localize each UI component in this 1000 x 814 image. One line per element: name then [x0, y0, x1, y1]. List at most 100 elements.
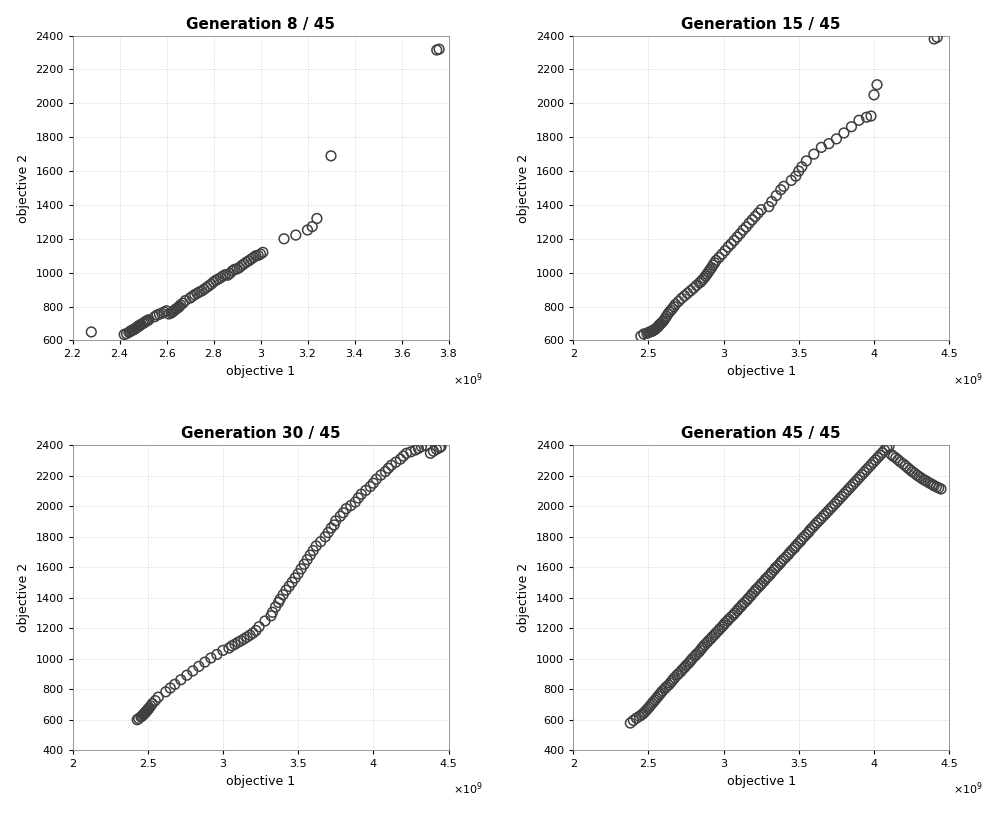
- Point: [674, 663, 690, 676]
- Point: [305, 544, 321, 557]
- Point: [179, 668, 195, 681]
- Point: [138, 705, 154, 718]
- Point: [670, 667, 686, 681]
- Point: [711, 251, 727, 264]
- Point: [139, 314, 155, 327]
- Point: [287, 571, 303, 584]
- Point: [689, 279, 705, 292]
- Point: [741, 217, 757, 230]
- Point: [636, 327, 652, 340]
- Y-axis label: objective 2: objective 2: [517, 154, 530, 222]
- Point: [872, 449, 888, 462]
- Point: [127, 322, 143, 335]
- Point: [716, 619, 732, 632]
- Point: [726, 234, 742, 247]
- Point: [633, 330, 649, 343]
- Point: [296, 558, 312, 571]
- Point: [813, 141, 829, 154]
- Point: [804, 521, 820, 534]
- Point: [836, 126, 852, 139]
- Point: [250, 249, 266, 262]
- Point: [786, 541, 802, 554]
- Point: [134, 710, 150, 723]
- Point: [184, 290, 200, 303]
- Point: [650, 689, 666, 702]
- Point: [647, 322, 663, 335]
- Point: [365, 477, 381, 490]
- Point: [645, 324, 661, 337]
- Point: [395, 449, 411, 462]
- Point: [649, 321, 665, 334]
- Point: [750, 581, 766, 594]
- Point: [164, 305, 180, 318]
- Point: [699, 268, 715, 281]
- Point: [698, 269, 714, 282]
- Point: [865, 456, 881, 469]
- Point: [892, 455, 908, 468]
- Point: [368, 473, 384, 486]
- Point: [245, 627, 261, 640]
- Point: [167, 304, 183, 317]
- Point: [662, 676, 678, 689]
- Point: [150, 690, 166, 703]
- Point: [239, 631, 255, 644]
- Point: [798, 155, 814, 168]
- Point: [649, 692, 665, 705]
- Point: [788, 540, 804, 553]
- Point: [764, 195, 780, 208]
- Point: [278, 584, 294, 597]
- Point: [809, 516, 825, 529]
- Point: [758, 572, 774, 585]
- Point: [170, 301, 186, 314]
- Point: [738, 221, 754, 234]
- Point: [227, 263, 243, 276]
- Point: [130, 321, 146, 334]
- Point: [343, 499, 359, 512]
- Point: [639, 326, 655, 339]
- Point: [413, 440, 429, 453]
- Point: [433, 440, 449, 453]
- Point: [750, 207, 766, 220]
- Point: [245, 251, 261, 264]
- Point: [702, 263, 718, 276]
- Point: [272, 593, 288, 606]
- Point: [335, 506, 351, 519]
- Point: [828, 133, 844, 146]
- Point: [284, 575, 300, 589]
- Point: [720, 240, 736, 253]
- Point: [135, 317, 151, 330]
- Point: [173, 673, 189, 686]
- Text: $\times10^9$: $\times10^9$: [453, 371, 483, 387]
- Point: [928, 480, 944, 493]
- Point: [743, 589, 759, 602]
- Point: [727, 606, 743, 619]
- Point: [767, 562, 783, 575]
- Point: [660, 308, 676, 321]
- X-axis label: objective 1: objective 1: [226, 775, 295, 788]
- Point: [761, 200, 777, 213]
- Point: [776, 553, 792, 566]
- Point: [281, 580, 297, 593]
- Point: [646, 695, 662, 708]
- Point: [747, 210, 763, 223]
- Point: [328, 514, 344, 527]
- Point: [849, 473, 865, 486]
- Point: [692, 644, 708, 657]
- Point: [128, 322, 144, 335]
- Point: [167, 678, 183, 691]
- Point: [825, 500, 841, 513]
- Point: [271, 596, 287, 609]
- Point: [206, 275, 222, 288]
- Point: [173, 298, 189, 311]
- Point: [843, 480, 859, 493]
- Point: [302, 549, 318, 562]
- Point: [236, 257, 252, 270]
- Point: [136, 316, 152, 329]
- Point: [163, 306, 179, 319]
- Point: [137, 706, 153, 719]
- Point: [263, 609, 279, 622]
- Point: [670, 295, 686, 308]
- Point: [238, 256, 254, 269]
- Point: [194, 284, 210, 297]
- Point: [863, 458, 879, 471]
